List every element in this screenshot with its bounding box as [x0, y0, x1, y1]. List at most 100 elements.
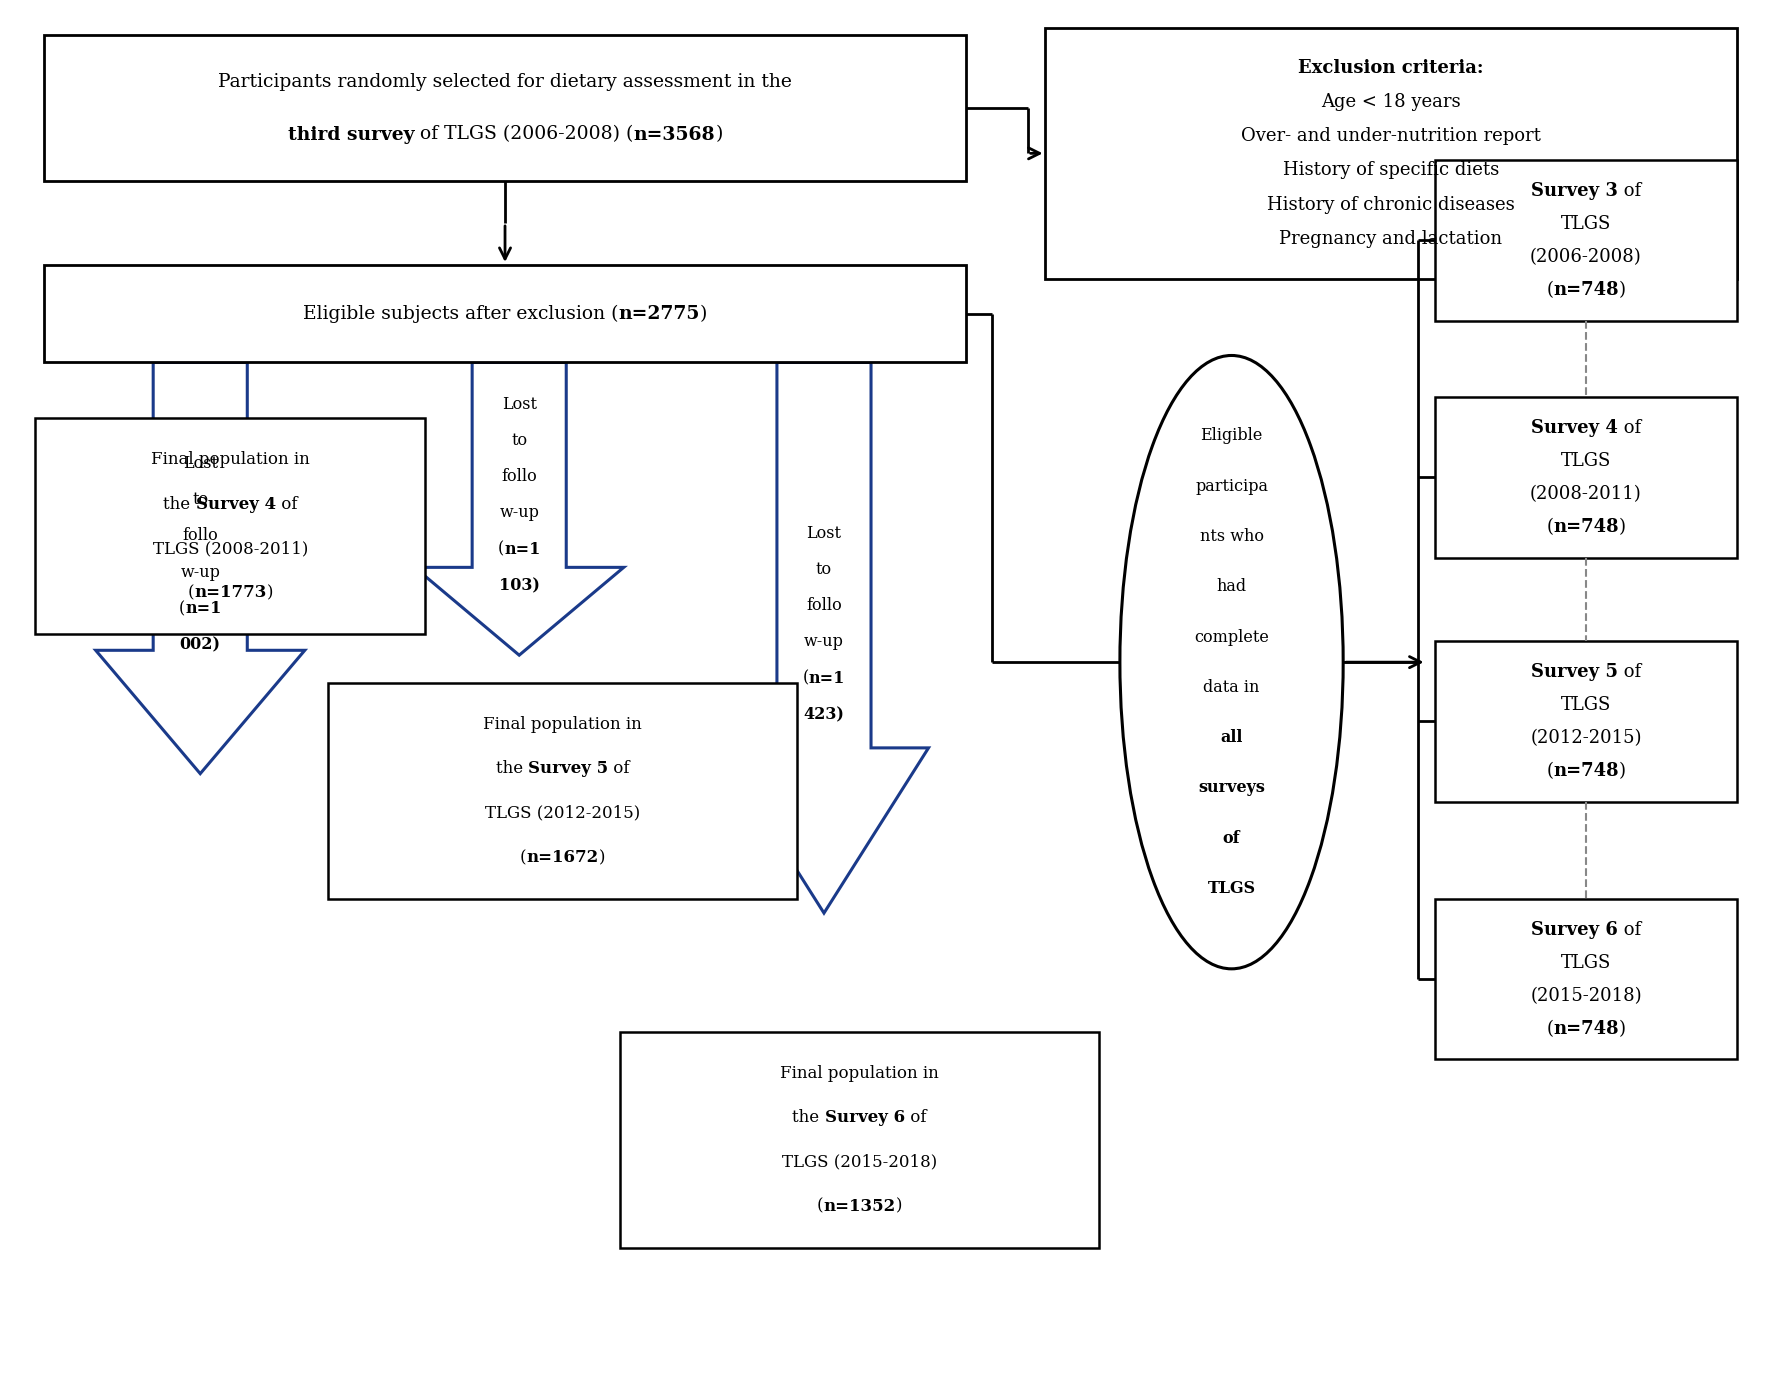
Text: (2012-2015): (2012-2015) [1531, 729, 1641, 747]
Text: n=2775: n=2775 [618, 305, 700, 322]
Text: (2015-2018): (2015-2018) [1531, 987, 1641, 1005]
Text: (: ( [1547, 761, 1552, 779]
Text: Survey 5: Survey 5 [1531, 664, 1618, 682]
Text: of TLGS (2006-2008) (: of TLGS (2006-2008) ( [415, 125, 634, 144]
FancyBboxPatch shape [1435, 899, 1737, 1059]
Text: TLGS: TLGS [1561, 696, 1611, 714]
Text: n=748: n=748 [1552, 761, 1620, 779]
Text: ): ) [1620, 1019, 1625, 1037]
Text: ): ) [700, 305, 707, 322]
Text: Lost: Lost [806, 524, 842, 542]
Text: Final population in: Final population in [151, 452, 310, 468]
Text: of: of [1618, 183, 1641, 201]
Text: Final population in: Final population in [484, 717, 641, 733]
Text: 002): 002) [179, 636, 222, 654]
Text: 423): 423) [803, 705, 845, 723]
FancyBboxPatch shape [620, 1032, 1099, 1248]
Text: (: ( [817, 1197, 824, 1214]
Text: the: the [496, 761, 528, 778]
Text: n=748: n=748 [1552, 280, 1620, 298]
Text: TLGS (2008-2011): TLGS (2008-2011) [152, 539, 308, 556]
Text: Exclusion criteria:: Exclusion criteria: [1299, 59, 1483, 77]
Text: Lost: Lost [183, 454, 218, 473]
Text: to: to [510, 432, 528, 449]
Text: had: had [1216, 579, 1247, 595]
Text: ): ) [895, 1197, 902, 1214]
Text: Eligible: Eligible [1200, 428, 1263, 445]
FancyBboxPatch shape [1435, 160, 1737, 321]
FancyBboxPatch shape [1435, 397, 1737, 558]
FancyBboxPatch shape [35, 418, 425, 634]
Text: TLGS (2015-2018): TLGS (2015-2018) [781, 1153, 937, 1170]
Text: ): ) [1620, 280, 1625, 298]
Text: w-up: w-up [500, 505, 539, 521]
Text: follo: follo [501, 468, 537, 485]
Text: to: to [191, 491, 209, 509]
Text: participa: participa [1194, 478, 1269, 495]
Ellipse shape [1120, 355, 1343, 969]
Text: (: ( [179, 599, 184, 618]
Text: of: of [276, 496, 298, 513]
Text: complete: complete [1194, 629, 1269, 645]
Text: n=3568: n=3568 [634, 125, 716, 144]
FancyBboxPatch shape [1045, 28, 1737, 279]
Text: (: ( [519, 849, 526, 866]
Text: n=1773: n=1773 [195, 584, 266, 601]
FancyBboxPatch shape [1435, 641, 1737, 802]
Text: to: to [815, 560, 833, 579]
Text: n=1: n=1 [808, 669, 845, 687]
Text: (2006-2008): (2006-2008) [1529, 248, 1643, 266]
Text: ): ) [1620, 517, 1625, 535]
Text: the: the [163, 496, 195, 513]
Text: third survey: third survey [287, 125, 415, 144]
Text: TLGS: TLGS [1207, 880, 1256, 896]
Text: follo: follo [806, 597, 842, 615]
Text: (: ( [803, 669, 808, 687]
Text: (: ( [498, 541, 503, 558]
Text: n=748: n=748 [1552, 517, 1620, 535]
Text: of: of [608, 761, 629, 778]
Text: of: of [905, 1110, 927, 1126]
FancyBboxPatch shape [44, 265, 966, 362]
Text: n=1: n=1 [503, 541, 540, 558]
Text: Pregnancy and lactation: Pregnancy and lactation [1279, 230, 1503, 248]
Text: (: ( [1547, 280, 1552, 298]
Text: (: ( [1547, 1019, 1552, 1037]
Text: Survey 4: Survey 4 [195, 496, 276, 513]
Polygon shape [719, 362, 929, 913]
Text: Survey 4: Survey 4 [1531, 420, 1618, 438]
Text: TLGS: TLGS [1561, 953, 1611, 972]
Text: History of specific diets: History of specific diets [1283, 162, 1499, 180]
Text: w-up: w-up [181, 563, 220, 581]
Text: (: ( [1547, 517, 1552, 535]
Text: follo: follo [183, 527, 218, 545]
Text: n=1352: n=1352 [824, 1197, 895, 1214]
Polygon shape [96, 362, 305, 774]
Text: ): ) [1620, 761, 1625, 779]
Text: Eligible subjects after exclusion (: Eligible subjects after exclusion ( [303, 304, 618, 323]
Text: of: of [1223, 829, 1240, 846]
Text: ): ) [716, 125, 723, 144]
Text: nts who: nts who [1200, 528, 1263, 545]
Text: Lost: Lost [501, 396, 537, 413]
Text: surveys: surveys [1198, 779, 1265, 796]
Text: Survey 6: Survey 6 [1531, 921, 1618, 940]
Text: n=1: n=1 [184, 599, 222, 618]
Text: w-up: w-up [804, 633, 843, 651]
Text: (2008-2011): (2008-2011) [1529, 485, 1643, 503]
Text: ): ) [266, 584, 273, 601]
Text: Survey 5: Survey 5 [528, 761, 608, 778]
Text: Participants randomly selected for dietary assessment in the: Participants randomly selected for dieta… [218, 72, 792, 91]
Text: data in: data in [1203, 679, 1260, 696]
Text: Survey 3: Survey 3 [1531, 183, 1618, 201]
Text: TLGS: TLGS [1561, 452, 1611, 470]
Text: of: of [1618, 420, 1641, 438]
Text: Final population in: Final population in [780, 1065, 939, 1082]
Text: Age < 18 years: Age < 18 years [1322, 93, 1460, 112]
Text: Survey 6: Survey 6 [824, 1110, 905, 1126]
Text: all: all [1221, 729, 1242, 746]
Text: n=748: n=748 [1552, 1019, 1620, 1037]
Text: ): ) [599, 849, 606, 866]
Text: TLGS: TLGS [1561, 215, 1611, 233]
Text: TLGS (2012-2015): TLGS (2012-2015) [486, 804, 640, 821]
